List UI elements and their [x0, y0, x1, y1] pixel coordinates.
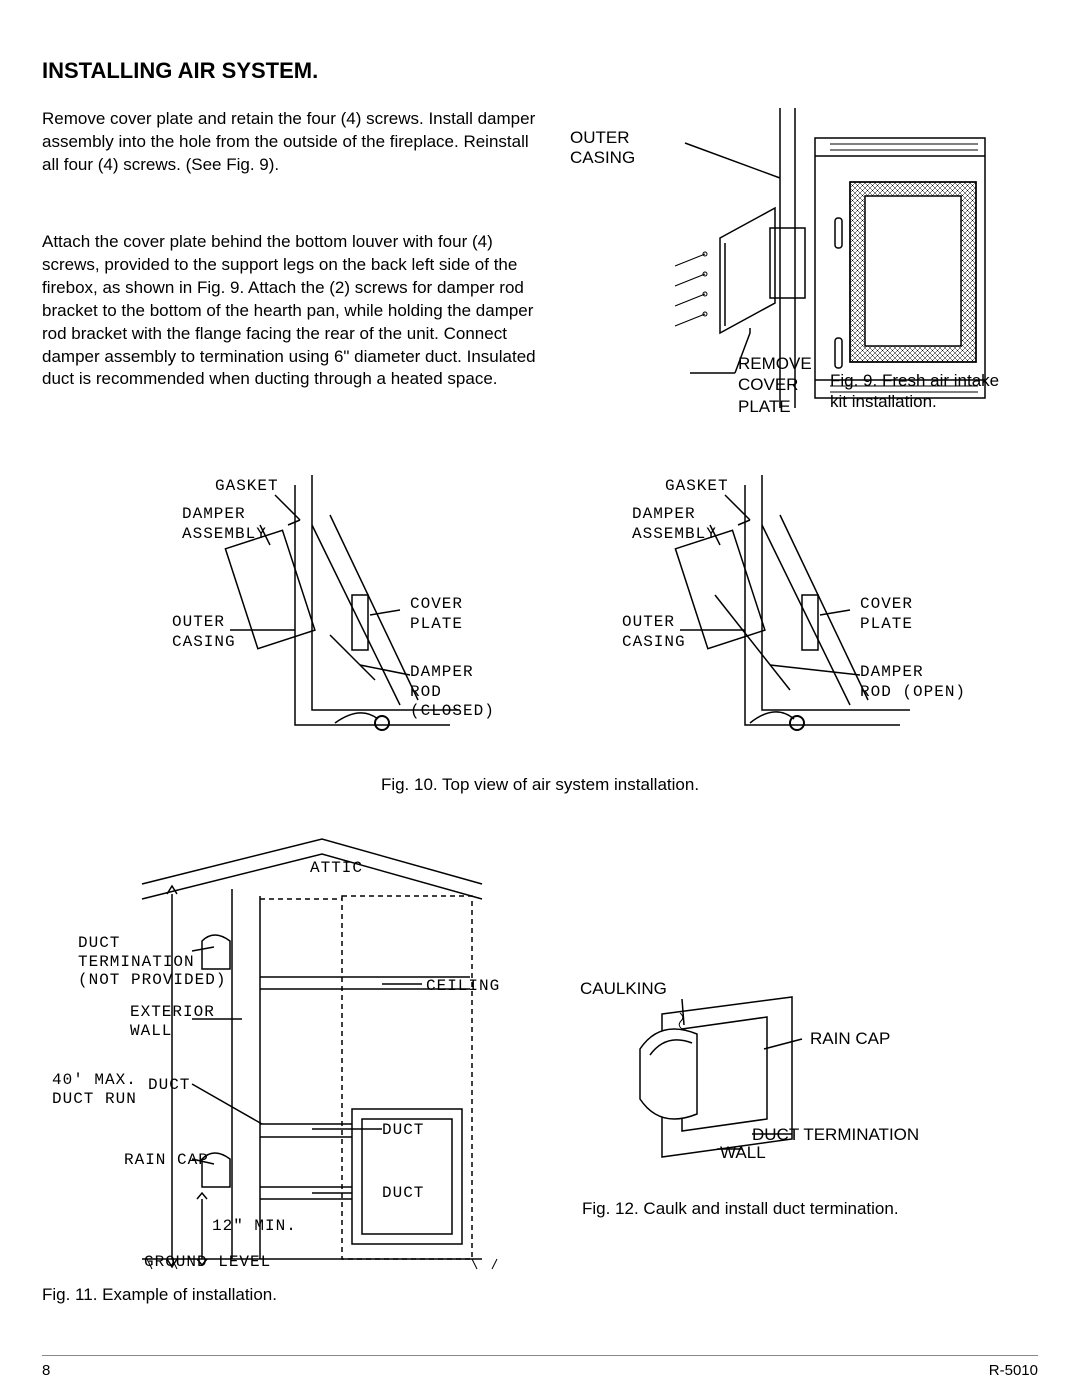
fig12-rain-cap: RAIN CAP	[810, 1029, 890, 1049]
paragraph-1: Remove cover plate and retain the four (…	[42, 108, 542, 177]
fig9-label-outer-casing: OUTERCASING	[570, 128, 635, 169]
fig10l-outer-casing: OUTERCASING	[172, 613, 236, 651]
figure-10-row: GASKET DAMPERASSEMBLY OUTERCASING COVERP…	[42, 475, 1038, 765]
footer-page-number: 8	[42, 1362, 50, 1379]
figure-12: CAULKING RAIN CAP DUCT TERMINATION WALL …	[542, 829, 1038, 1305]
footer-doc-id: R-5010	[989, 1362, 1038, 1379]
fig11-ceiling: CEILING	[426, 977, 500, 995]
intro-row: Remove cover plate and retain the four (…	[42, 108, 1038, 445]
fig10r-outer-casing: OUTERCASING	[622, 613, 686, 651]
fig10r-damper-assembly: DAMPERASSEMBLY	[632, 505, 717, 543]
fig12-wall: WALL	[720, 1143, 766, 1163]
fig11-duct1: DUCT	[148, 1076, 190, 1094]
fig10l-gasket: GASKET	[215, 477, 279, 495]
fig11-duct-termination: DUCTTERMINATION(NOT PROVIDED)	[78, 934, 226, 989]
fig10l-damper-rod: DAMPERROD (CLOSED)	[410, 663, 530, 721]
fig11-ground-level: GROUND LEVEL	[144, 1253, 271, 1271]
page-footer: 8 R-5010	[42, 1355, 1038, 1379]
fig10r-damper-rod: DAMPERROD (OPEN)	[860, 663, 966, 701]
fig10-caption: Fig. 10. Top view of air system installa…	[42, 775, 1038, 795]
figure-11-svg	[42, 829, 512, 1279]
intro-text-column: Remove cover plate and retain the four (…	[42, 108, 542, 445]
fig11-max-run: 40' MAX.DUCT RUN	[52, 1071, 137, 1108]
fig11-rain-cap: RAIN CAP	[124, 1151, 209, 1169]
fig10l-damper-assembly: DAMPERASSEMBLY	[182, 505, 267, 543]
fig11-exterior-wall: EXTERIORWALL	[130, 1003, 215, 1040]
fig10r-gasket: GASKET	[665, 477, 729, 495]
figure-9: OUTERCASING REMOVECOVERPLATE Fig. 9. Fre…	[570, 108, 1038, 408]
fig10r-cover-plate: COVERPLATE	[860, 595, 913, 633]
fig11-min-height: 12" MIN.	[212, 1217, 297, 1235]
fig11-duct2: DUCT	[382, 1121, 424, 1139]
figure-10-right: GASKET DAMPERASSEMBLY OUTERCASING COVERP…	[550, 475, 980, 765]
figure-10-right-svg	[550, 475, 980, 745]
fig9-label-remove-cover-plate: REMOVECOVERPLATE	[738, 353, 812, 417]
bottom-figures-row: ATTIC DUCTTERMINATION(NOT PROVIDED) EXTE…	[42, 829, 1038, 1305]
fig12-caption: Fig. 12. Caulk and install duct terminat…	[542, 1199, 972, 1219]
page-title: INSTALLING AIR SYSTEM.	[42, 58, 1038, 84]
fig12-caulking: CAULKING	[580, 979, 667, 999]
fig9-caption: Fig. 9. Fresh air intake kit installatio…	[830, 370, 1010, 413]
fig11-duct3: DUCT	[382, 1184, 424, 1202]
paragraph-2: Attach the cover plate behind the bottom…	[42, 231, 542, 392]
figure-10-left: GASKET DAMPERASSEMBLY OUTERCASING COVERP…	[100, 475, 530, 765]
fig11-caption: Fig. 11. Example of installation.	[42, 1285, 512, 1305]
fig12-duct-termination: DUCT TERMINATION	[752, 1125, 919, 1145]
fig10l-cover-plate: COVERPLATE	[410, 595, 463, 633]
figure-11: ATTIC DUCTTERMINATION(NOT PROVIDED) EXTE…	[42, 829, 512, 1305]
fig11-attic: ATTIC	[310, 859, 363, 877]
